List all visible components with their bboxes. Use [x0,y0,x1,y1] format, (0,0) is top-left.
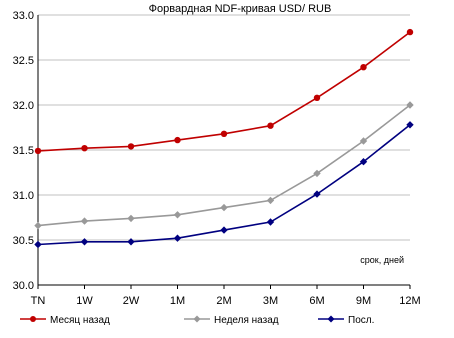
legend-label: Месяц назад [50,315,110,326]
data-point [173,234,182,242]
x-tick-label: 1M [170,295,185,307]
series-1 [34,28,414,155]
y-tick-label: 33.0 [13,10,34,22]
legend-marker [327,315,335,323]
legend: Месяц назад Неделя назад Посл. [20,315,374,326]
data-point [360,63,367,71]
x-tick-label: 12M [399,295,420,307]
data-point [313,190,321,198]
series-2 [34,101,414,230]
data-point [406,28,414,36]
legend-label: Неделя назад [214,315,279,326]
x-tick-label: 3M [263,295,278,307]
x-tick-label: 2M [216,295,231,307]
data-point [266,196,275,205]
y-axis-ticks: 30.0 30.5 31.0 31.5 32.0 32.5 33.0 [13,10,34,292]
data-point [127,238,135,246]
data-point [406,101,414,109]
series-group [34,28,414,249]
x-tick-label: 9M [356,295,371,307]
data-point [266,218,275,226]
x-tick-label: 6M [309,295,324,307]
data-point [127,214,135,223]
data-point [220,203,228,212]
data-point [406,121,414,129]
data-point [313,169,321,178]
legend-label: Посл. [348,315,374,326]
data-point [81,145,88,152]
data-point [80,238,89,246]
y-tick-label: 31.0 [13,190,34,202]
legend-item: Месяц назад [20,315,110,326]
data-point [313,94,321,102]
axis-annotation: срок, дней [360,255,404,265]
x-tick-label: TN [31,295,46,307]
chart-title: Форвардная NDF-кривая USD/ RUB [149,3,332,15]
data-point [174,136,181,144]
data-point [220,130,228,137]
data-point [34,240,42,249]
x-tick-label: 1W [76,295,93,307]
y-tick-label: 31.5 [13,145,34,157]
data-point [267,122,274,129]
data-point [34,147,42,155]
y-tick-label: 30.5 [13,235,34,247]
y-tick-label: 32.5 [13,55,34,67]
data-point [127,143,135,150]
data-point [34,221,42,230]
legend-item: Неделя назад [184,315,279,326]
data-point [359,137,368,145]
x-axis-ticks: TN 1W 2W 1M 2M 3M 6M 9M 12M [31,285,421,307]
y-tick-label: 32.0 [13,100,34,112]
data-point [220,226,228,234]
legend-marker [30,316,36,322]
grid [38,14,410,286]
y-tick-label: 30.0 [13,280,34,292]
data-point [173,211,182,219]
legend-item: Посл. [318,315,374,326]
data-point [359,158,368,166]
legend-marker [193,315,201,323]
data-point [80,217,89,225]
series-3 [34,121,414,249]
x-tick-label: 2W [123,295,140,307]
